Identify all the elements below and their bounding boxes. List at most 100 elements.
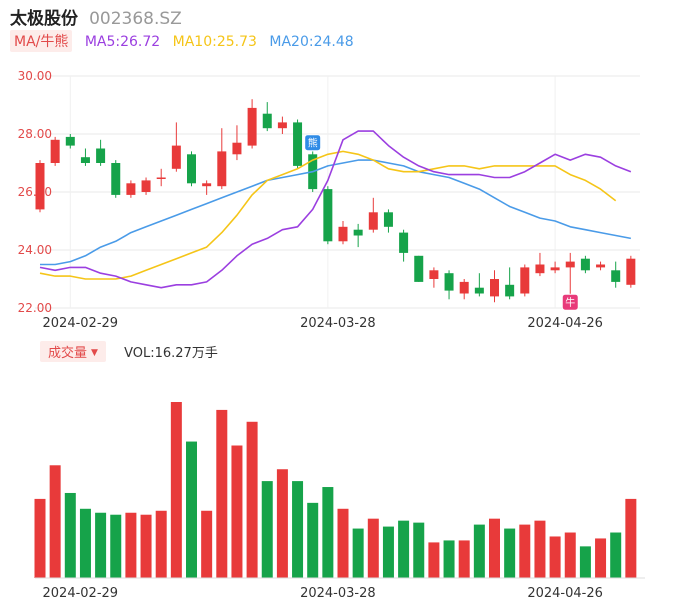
candle: [414, 255, 424, 282]
volume-value: VOL:16.27万手: [124, 346, 218, 361]
candle: [96, 148, 106, 163]
candle: [126, 183, 136, 195]
candle: [580, 258, 590, 271]
volume-bar: [564, 532, 576, 578]
volume-bar: [322, 487, 334, 578]
candle: [323, 189, 333, 242]
candle: [399, 232, 409, 253]
ma10-line: [39, 150, 617, 280]
ma5-value: MA5:26.72: [84, 34, 161, 50]
ma10-value: MA10:25.73: [172, 34, 257, 50]
candle: [611, 270, 621, 282]
candle: [232, 142, 242, 155]
volume-bar: [292, 481, 304, 578]
candle: [65, 136, 75, 146]
y-tick-label: 30.00: [18, 69, 52, 83]
volume-bar: [413, 522, 425, 578]
ma5-line: [39, 130, 632, 289]
volume-bar: [519, 524, 531, 578]
volume-indicator-selector[interactable]: 成交量 ▼: [40, 341, 106, 362]
volume-bar: [337, 508, 349, 578]
x-tick-label: 2024-04-26: [527, 316, 603, 331]
ma-legend: MA/牛熊 MA5:26.72 MA10:25.73 MA20:24.48: [10, 30, 354, 52]
stock-name: 太极股份: [10, 9, 78, 29]
y-tick-label: 28.00: [18, 127, 52, 141]
candle: [474, 287, 484, 294]
bear-marker-icon-label: 熊: [308, 137, 318, 150]
volume-bar: [428, 542, 440, 578]
x-tick-label: 2024-02-29: [43, 316, 119, 331]
stock-code: 002368.SZ: [89, 9, 182, 29]
candle: [596, 264, 606, 268]
volume-bar: [246, 421, 258, 578]
x-tick-label: 2024-03-28: [300, 316, 376, 331]
bear-marker-icon: [304, 134, 322, 152]
volume-bar: [186, 441, 197, 578]
volume-bar: [110, 514, 122, 578]
candle: [202, 183, 212, 187]
volume-bar: [125, 512, 137, 578]
bull-marker-icon-label: 牛: [565, 296, 575, 309]
volume-bar: [307, 502, 319, 578]
candle: [141, 180, 151, 192]
volume-bar: [49, 465, 61, 578]
volume-bar: [549, 536, 561, 578]
candle: [293, 122, 303, 166]
volume-bar: [201, 510, 213, 578]
volume-bar: [610, 532, 622, 578]
volume-bar: [231, 445, 243, 578]
ma20-value: MA20:24.48: [269, 34, 354, 50]
candle: [353, 229, 363, 236]
ma-indicator-selector[interactable]: MA/牛熊: [10, 30, 73, 52]
volume-bar: [473, 524, 485, 578]
candle: [50, 139, 60, 163]
candle: [429, 270, 439, 279]
volume-bar: [443, 540, 455, 578]
caret-down-icon: ▼: [91, 348, 98, 358]
volume-bar: [458, 540, 470, 578]
volume-bar: [140, 514, 152, 578]
volume-bar: [367, 518, 379, 578]
volume-bar: [79, 508, 91, 578]
volume-bar: [625, 498, 637, 578]
candle: [171, 145, 181, 169]
volume-bar: [398, 520, 410, 578]
candle: [535, 264, 545, 274]
volume-bar: [352, 528, 364, 578]
candle: [626, 258, 636, 285]
bull-marker-icon: [561, 293, 579, 311]
candle: [505, 284, 515, 297]
y-tick-label: 24.00: [18, 243, 52, 257]
candle: [338, 226, 348, 242]
volume-bar: [155, 510, 167, 578]
candle: [383, 212, 393, 227]
candle: [520, 267, 530, 294]
volume-bar: [489, 518, 500, 578]
candle: [111, 163, 121, 195]
volume-bar: [504, 528, 516, 578]
volume-tag-label: 成交量: [48, 346, 88, 361]
volume-legend: 成交量 ▼ VOL:16.27万手: [40, 341, 218, 362]
volume-bar: [382, 526, 394, 578]
volume-bar: [534, 520, 546, 578]
candle: [368, 212, 378, 230]
x-tick-label: 2024-04-26: [527, 586, 603, 601]
volume-bar: [64, 492, 76, 578]
candle: [490, 279, 499, 297]
volume-bar: [34, 498, 46, 578]
volume-bar: [595, 538, 607, 578]
volume-bar: [95, 512, 107, 578]
volume-bar: [579, 546, 591, 578]
x-tick-label: 2024-02-29: [43, 586, 119, 601]
candle: [277, 122, 287, 129]
candle: [550, 267, 560, 271]
candle: [35, 163, 45, 210]
ma20-line: [40, 159, 632, 266]
candle: [247, 107, 257, 146]
candle: [459, 281, 469, 294]
candle: [565, 261, 575, 268]
candle: [187, 154, 196, 184]
candle: [262, 113, 272, 129]
volume-bar: [276, 469, 288, 578]
